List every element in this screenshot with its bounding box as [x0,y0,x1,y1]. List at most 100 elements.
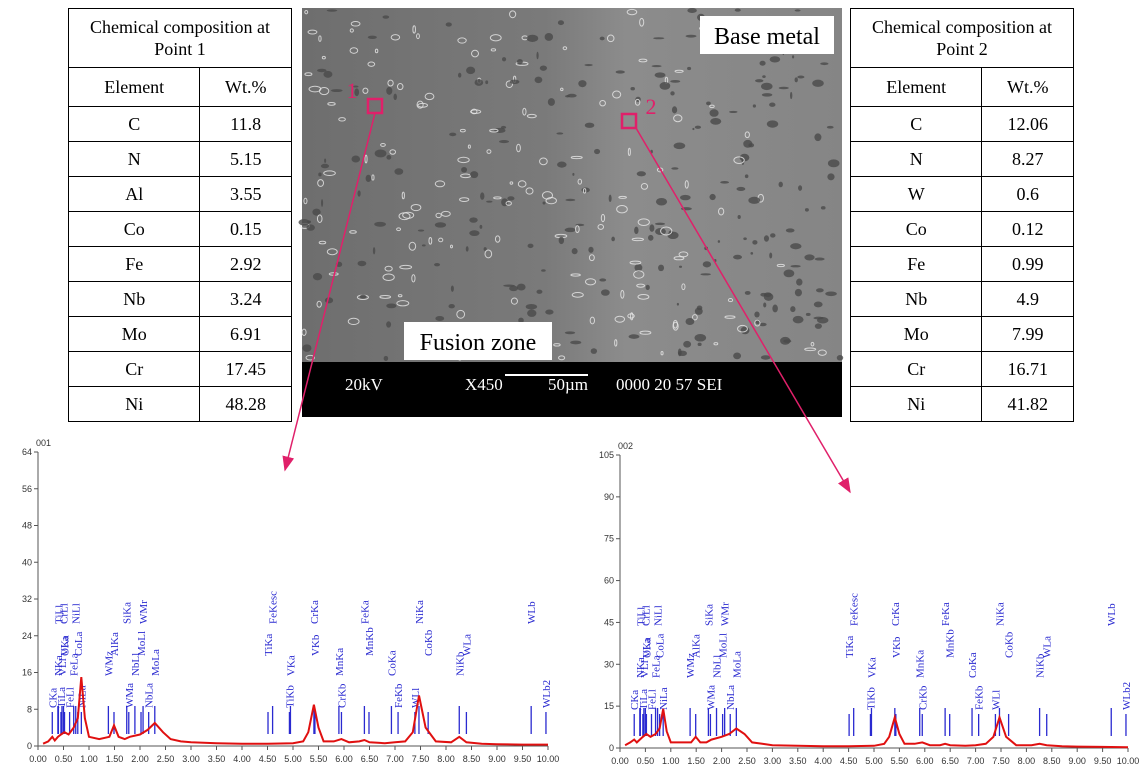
texture [795,77,798,82]
table-title: Chemical composition at Point 2 [867,16,1057,60]
texture [698,343,702,346]
peak-label: WLa [461,634,473,656]
x-tick-label: 5.50 [891,756,909,766]
peak-label: NbLa [144,683,156,708]
texture [480,192,484,199]
texture [813,317,823,320]
texture [648,235,653,241]
y-tick-label: 75 [604,534,614,544]
texture [466,67,475,74]
x-tick-label: 5.00 [865,756,883,766]
texture [671,167,678,169]
element-cell: N [69,142,200,177]
texture [507,196,514,200]
texture [517,59,523,64]
texture [686,318,695,325]
peak-label: MnKb [364,627,376,656]
texture [755,79,763,82]
texture [790,306,795,312]
texture [748,197,760,204]
texture [790,243,801,249]
texture [382,15,389,18]
texture [559,237,564,244]
texture [418,229,424,231]
texture [733,255,742,260]
texture [720,181,729,184]
texture [656,198,667,206]
texture [601,289,610,295]
texture [449,133,456,137]
texture [321,164,329,168]
x-tick-label: 9.00 [488,754,506,764]
x-tick-label: 3.50 [208,754,226,764]
element-cell: Ni [69,387,200,422]
element-cell: Al [69,177,200,212]
x-tick-label: 2.00 [713,756,731,766]
x-tick-label: 4.00 [233,754,251,764]
peak-label: VKa [285,655,297,676]
row: C11.8 [69,107,292,142]
texture [770,56,781,62]
row: Mo7.99 [851,317,1074,352]
x-tick-label: 3.00 [764,756,782,766]
texture [545,310,553,315]
texture [535,77,543,84]
texture [585,123,595,128]
texture [646,285,650,290]
texture [761,83,773,90]
texture [753,104,756,107]
texture [805,208,809,211]
texture [321,199,323,207]
peak-label: FeKb [974,685,986,710]
element-cell: Nb [69,282,200,317]
x-tick-label: 4.50 [259,754,277,764]
peak-label: MnKa [334,648,346,676]
texture [572,173,574,176]
peak-label: SiKa [703,604,715,626]
texture [703,261,711,267]
y-tick-label: 90 [604,492,614,502]
texture [797,76,804,79]
texture [837,355,843,360]
value-cell: 0.15 [200,212,292,247]
title-row: Chemical composition at Point 2 [851,9,1074,68]
peak-label: CrKb [917,685,929,710]
texture [816,288,824,292]
texture [298,219,309,226]
texture [815,323,822,329]
value-cell: 4.9 [982,282,1074,317]
value-cell: 48.28 [200,387,292,422]
value-cell: 41.82 [982,387,1074,422]
texture [373,247,375,254]
texture [695,334,707,342]
x-tick-label: 0.50 [55,754,73,764]
texture [827,126,834,129]
value-cell: 5.15 [200,142,292,177]
texture [760,61,766,66]
peak-label: CrLl [640,605,652,626]
info-text: 0000 20 57 SEI [616,375,723,394]
x-tick-label: 6.00 [335,754,353,764]
texture [572,248,578,254]
peak-label: CoLa [655,633,667,658]
texture [331,89,343,92]
texture [526,304,537,310]
texture [710,118,721,125]
peak-label: WMr [720,602,732,626]
texture [680,195,691,200]
peak-label: WLb [1106,603,1118,626]
texture [386,321,391,327]
x-tick-label: 6.00 [916,756,934,766]
y-tick-label: 48 [22,521,32,531]
texture [527,309,536,316]
texture [548,98,555,106]
value-cell: 3.55 [200,177,292,212]
peak-label: WMa [705,685,717,710]
texture [565,95,570,97]
texture [517,284,526,291]
texture [790,92,792,99]
texture [556,132,563,134]
row: Al3.55 [69,177,292,212]
value-cell: 3.24 [200,282,292,317]
peak-label: CoKa [386,650,398,676]
